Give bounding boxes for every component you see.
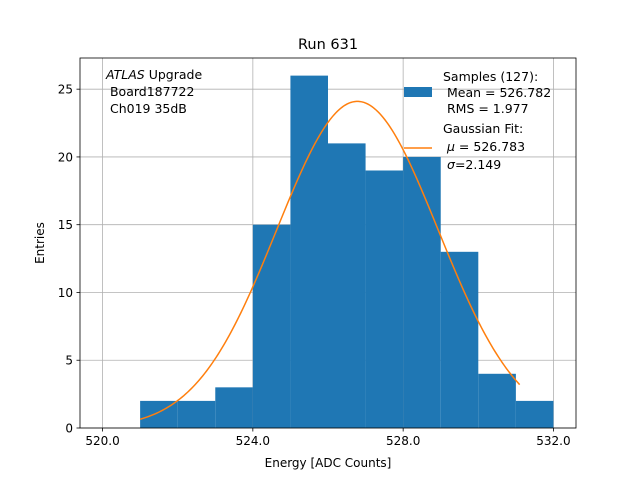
y-tick-label: 10 bbox=[58, 286, 73, 300]
y-axis-label: Entries bbox=[33, 222, 47, 264]
legend-fit-mu-symbol: μ bbox=[446, 139, 455, 154]
histogram-bar bbox=[478, 373, 516, 428]
y-axis-ticks: 0 5 10 15 20 25 bbox=[58, 83, 80, 436]
y-tick-label: 0 bbox=[65, 422, 73, 436]
histogram-bar bbox=[403, 156, 441, 428]
legend-fit-line1: Gaussian Fit: bbox=[443, 121, 523, 136]
legend: Samples (127): Mean = 526.782 RMS = 1.97… bbox=[404, 69, 551, 172]
x-axis-ticks: 520.0 524.0 528.0 532.0 bbox=[85, 428, 571, 448]
upgrade-label: Upgrade bbox=[145, 67, 203, 82]
histogram-bar bbox=[515, 400, 554, 428]
legend-fit-sigma-value: =2.149 bbox=[455, 157, 501, 172]
x-axis-label: Energy [ADC Counts] bbox=[265, 456, 392, 470]
legend-fit-mu-value: = 526.783 bbox=[455, 139, 525, 154]
svg-text:σ=2.149: σ=2.149 bbox=[447, 157, 501, 172]
x-tick-label: 520.0 bbox=[85, 434, 119, 448]
y-tick-label: 5 bbox=[65, 354, 73, 368]
x-tick-label: 532.0 bbox=[536, 434, 570, 448]
legend-samples-swatch bbox=[404, 87, 432, 97]
histogram-bar bbox=[328, 143, 366, 428]
atlas-italic-label: ATLAS bbox=[105, 67, 145, 82]
x-tick-label: 528.0 bbox=[386, 434, 420, 448]
atlas-annotation: ATLAS Upgrade Board187722 Ch019 35dB bbox=[105, 67, 202, 116]
legend-samples-rms: RMS = 1.977 bbox=[443, 101, 529, 116]
plot-frame bbox=[79, 57, 577, 429]
legend-fit-sigma-symbol: σ bbox=[447, 157, 456, 172]
channel-label: Ch019 35dB bbox=[106, 101, 187, 116]
legend-samples-line1: Samples (127): bbox=[443, 69, 538, 84]
histogram-bars bbox=[140, 75, 554, 428]
y-tick-label: 15 bbox=[58, 218, 73, 232]
gaussian-fit-curve bbox=[139, 100, 521, 420]
histogram-bar bbox=[177, 400, 216, 428]
board-label: Board187722 bbox=[106, 84, 194, 99]
x-tick-label: 524.0 bbox=[236, 434, 270, 448]
histogram-bar bbox=[440, 251, 479, 428]
chart-title: Run 631 bbox=[298, 37, 358, 53]
histogram-bar bbox=[365, 170, 404, 428]
legend-samples-mean: Mean = 526.782 bbox=[443, 85, 551, 100]
y-tick-label: 20 bbox=[58, 150, 73, 164]
y-tick-label: 25 bbox=[58, 83, 73, 97]
histogram-bar bbox=[252, 224, 291, 428]
svg-text:μ = 526.783: μ = 526.783 bbox=[446, 139, 525, 154]
histogram-bar bbox=[215, 387, 253, 428]
histogram-bar bbox=[290, 75, 328, 428]
svg-text:ATLAS Upgrade: ATLAS Upgrade bbox=[105, 67, 202, 82]
